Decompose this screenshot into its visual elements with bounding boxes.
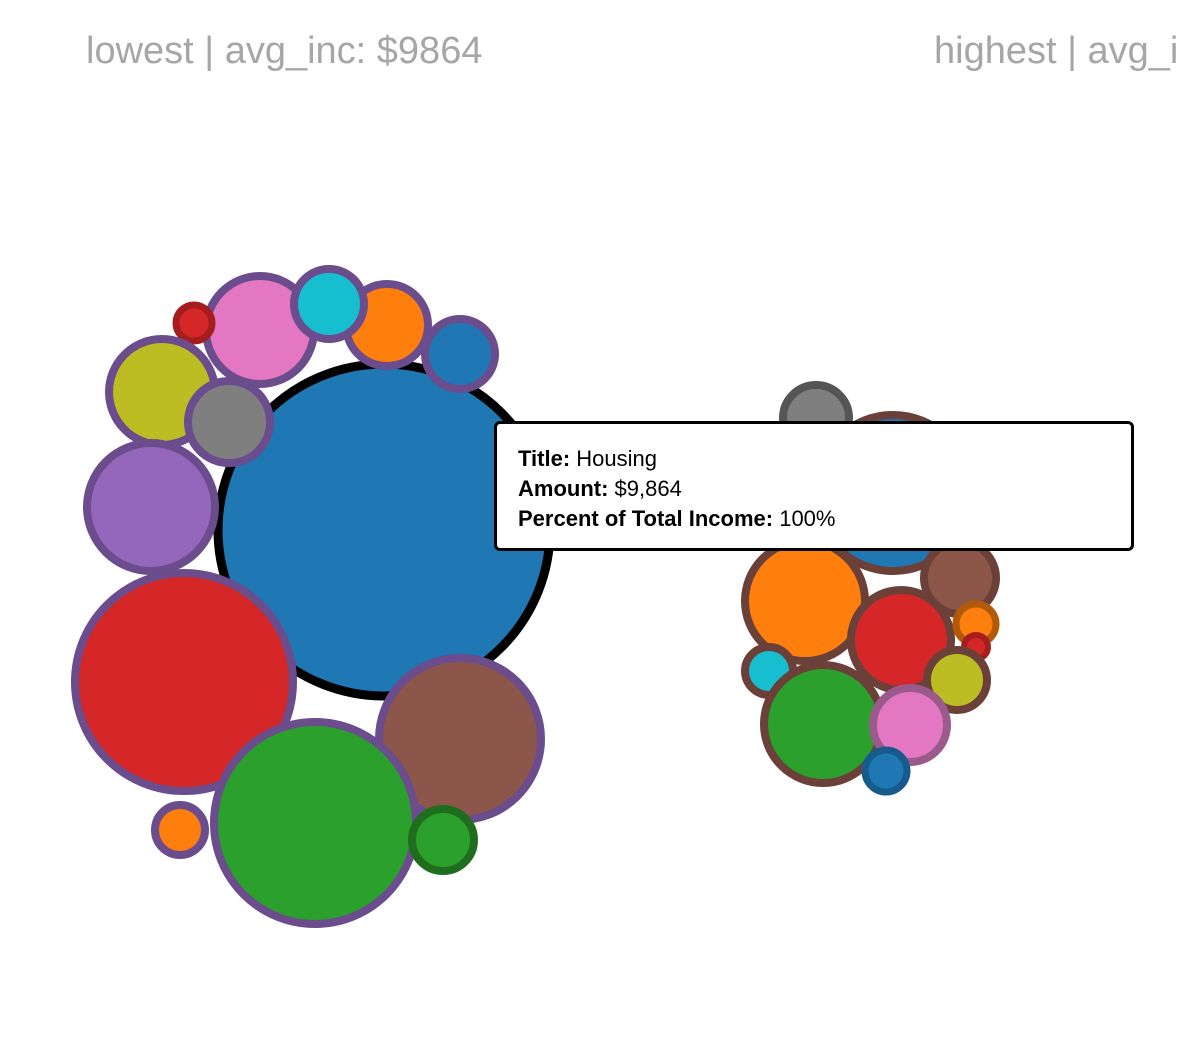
bubble[interactable] [861, 746, 911, 796]
bubble[interactable] [71, 569, 297, 795]
tooltip-title-value: Housing [576, 446, 657, 471]
bubble[interactable] [923, 646, 991, 714]
bubble[interactable] [408, 805, 478, 875]
bubble[interactable] [741, 537, 869, 665]
tooltip-amount-label: Amount: [518, 476, 609, 501]
bubble-group-lowest [71, 265, 555, 928]
tooltip-percent-row: Percent of Total Income: 100% [518, 504, 1131, 534]
bubble[interactable] [210, 718, 420, 928]
bubble[interactable] [172, 301, 216, 345]
bubble[interactable] [83, 439, 219, 575]
bubble[interactable] [869, 684, 951, 766]
bubble[interactable] [184, 377, 274, 467]
bubble[interactable] [151, 801, 209, 859]
bubble[interactable] [421, 315, 499, 393]
bubble[interactable] [290, 265, 368, 343]
tooltip-title-label: Title: [518, 446, 571, 471]
tooltip-percent-value: 100% [779, 506, 836, 531]
bubble-tooltip: Title: Housing Amount: $9,864 Percent of… [494, 421, 1134, 551]
tooltip-amount-value: $9,864 [614, 476, 682, 501]
group-title-lowest: lowest | avg_inc: $9864 [86, 30, 483, 72]
tooltip-title-row: Title: Housing [518, 444, 1131, 474]
tooltip-amount-row: Amount: $9,864 [518, 474, 1131, 504]
group-title-highest: highest | avg_i [934, 30, 1179, 72]
tooltip-percent-label: Percent of Total Income: [518, 506, 774, 531]
